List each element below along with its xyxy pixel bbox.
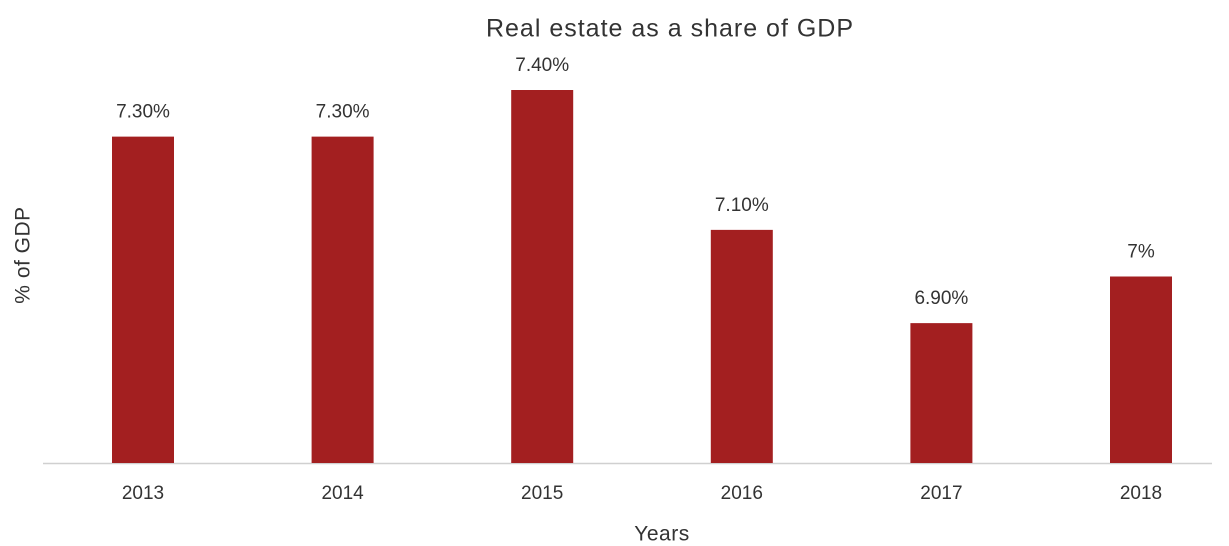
data-label: 6.90% <box>914 288 968 309</box>
x-tick-label: 2016 <box>721 483 763 504</box>
x-tick-label: 2018 <box>1120 483 1162 504</box>
data-label: 7.10% <box>715 195 769 216</box>
x-tick-label: 2017 <box>920 483 962 504</box>
x-tick-label: 2014 <box>321 483 364 504</box>
bar <box>511 90 574 463</box>
bar <box>910 323 973 463</box>
x-tick-label: 2015 <box>521 483 563 504</box>
x-tick-label: 2013 <box>122 483 164 504</box>
y-axis-title: % of GDP <box>12 206 35 303</box>
chart-title: Real estate as a share of GDP <box>486 15 854 43</box>
x-axis-title: Years <box>634 523 689 546</box>
data-label: 7.40% <box>515 55 569 76</box>
data-label: 7% <box>1127 242 1155 263</box>
bar <box>112 136 174 463</box>
bar <box>311 136 374 463</box>
bar <box>710 229 773 463</box>
bar <box>1110 276 1172 463</box>
data-label: 7.30% <box>116 102 170 123</box>
data-label: 7.30% <box>316 102 370 123</box>
